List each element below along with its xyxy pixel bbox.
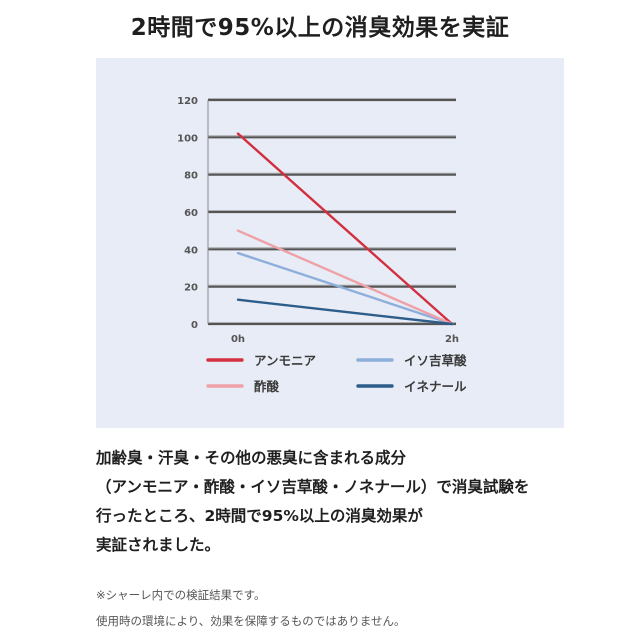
- series-line: [236, 251, 454, 326]
- legend-label: アンモニア: [254, 353, 316, 368]
- y-tick-label: 0: [191, 320, 198, 331]
- chart-panel: 0 20 40 60 80 100 120 0h 2h アンモニア イソ吉草酸酢酸 イネナール: [96, 58, 564, 428]
- series-line: [236, 132, 454, 326]
- y-tick-label: 100: [177, 133, 198, 144]
- description-line: 実証されました。: [96, 536, 221, 554]
- y-tick-label: 20: [184, 283, 198, 294]
- legend-label: 酢酸: [254, 379, 280, 394]
- y-tick-label: 40: [184, 245, 198, 256]
- x-tick-label: 0h: [231, 334, 245, 345]
- y-tick-label: 60: [184, 208, 198, 219]
- legend-label: イソ吉草酸: [404, 353, 467, 368]
- series-line: [236, 229, 454, 326]
- description-line: 行ったところ、2時間で95%以上の消臭効果が: [96, 507, 423, 525]
- y-tick-label: 80: [184, 171, 198, 182]
- footnote: 使用時の環境により、効果を保障するものではありません。: [96, 614, 406, 628]
- x-tick-label: 2h: [445, 334, 459, 345]
- footnote: ※シャーレ内での検証結果です。: [96, 588, 266, 602]
- headline: 2時間で95%以上の消臭効果を実証: [130, 15, 510, 41]
- legend-label: イネナール: [404, 379, 467, 394]
- description-line: （アンモニア・酢酸・イソ吉草酸・ノネナール）で消臭試験を: [96, 478, 530, 496]
- series-line: [236, 298, 454, 326]
- y-tick-label: 120: [177, 96, 198, 107]
- description-line: 加齢臭・汗臭・その他の悪臭に含まれる成分: [96, 449, 407, 467]
- footnotes: ※シャーレ内での検証結果です。 使用時の環境により、効果を保障するものではありま…: [96, 582, 616, 634]
- description-text: 加齢臭・汗臭・その他の悪臭に含まれる成分 （アンモニア・酢酸・イソ吉草酸・ノネナ…: [96, 444, 596, 560]
